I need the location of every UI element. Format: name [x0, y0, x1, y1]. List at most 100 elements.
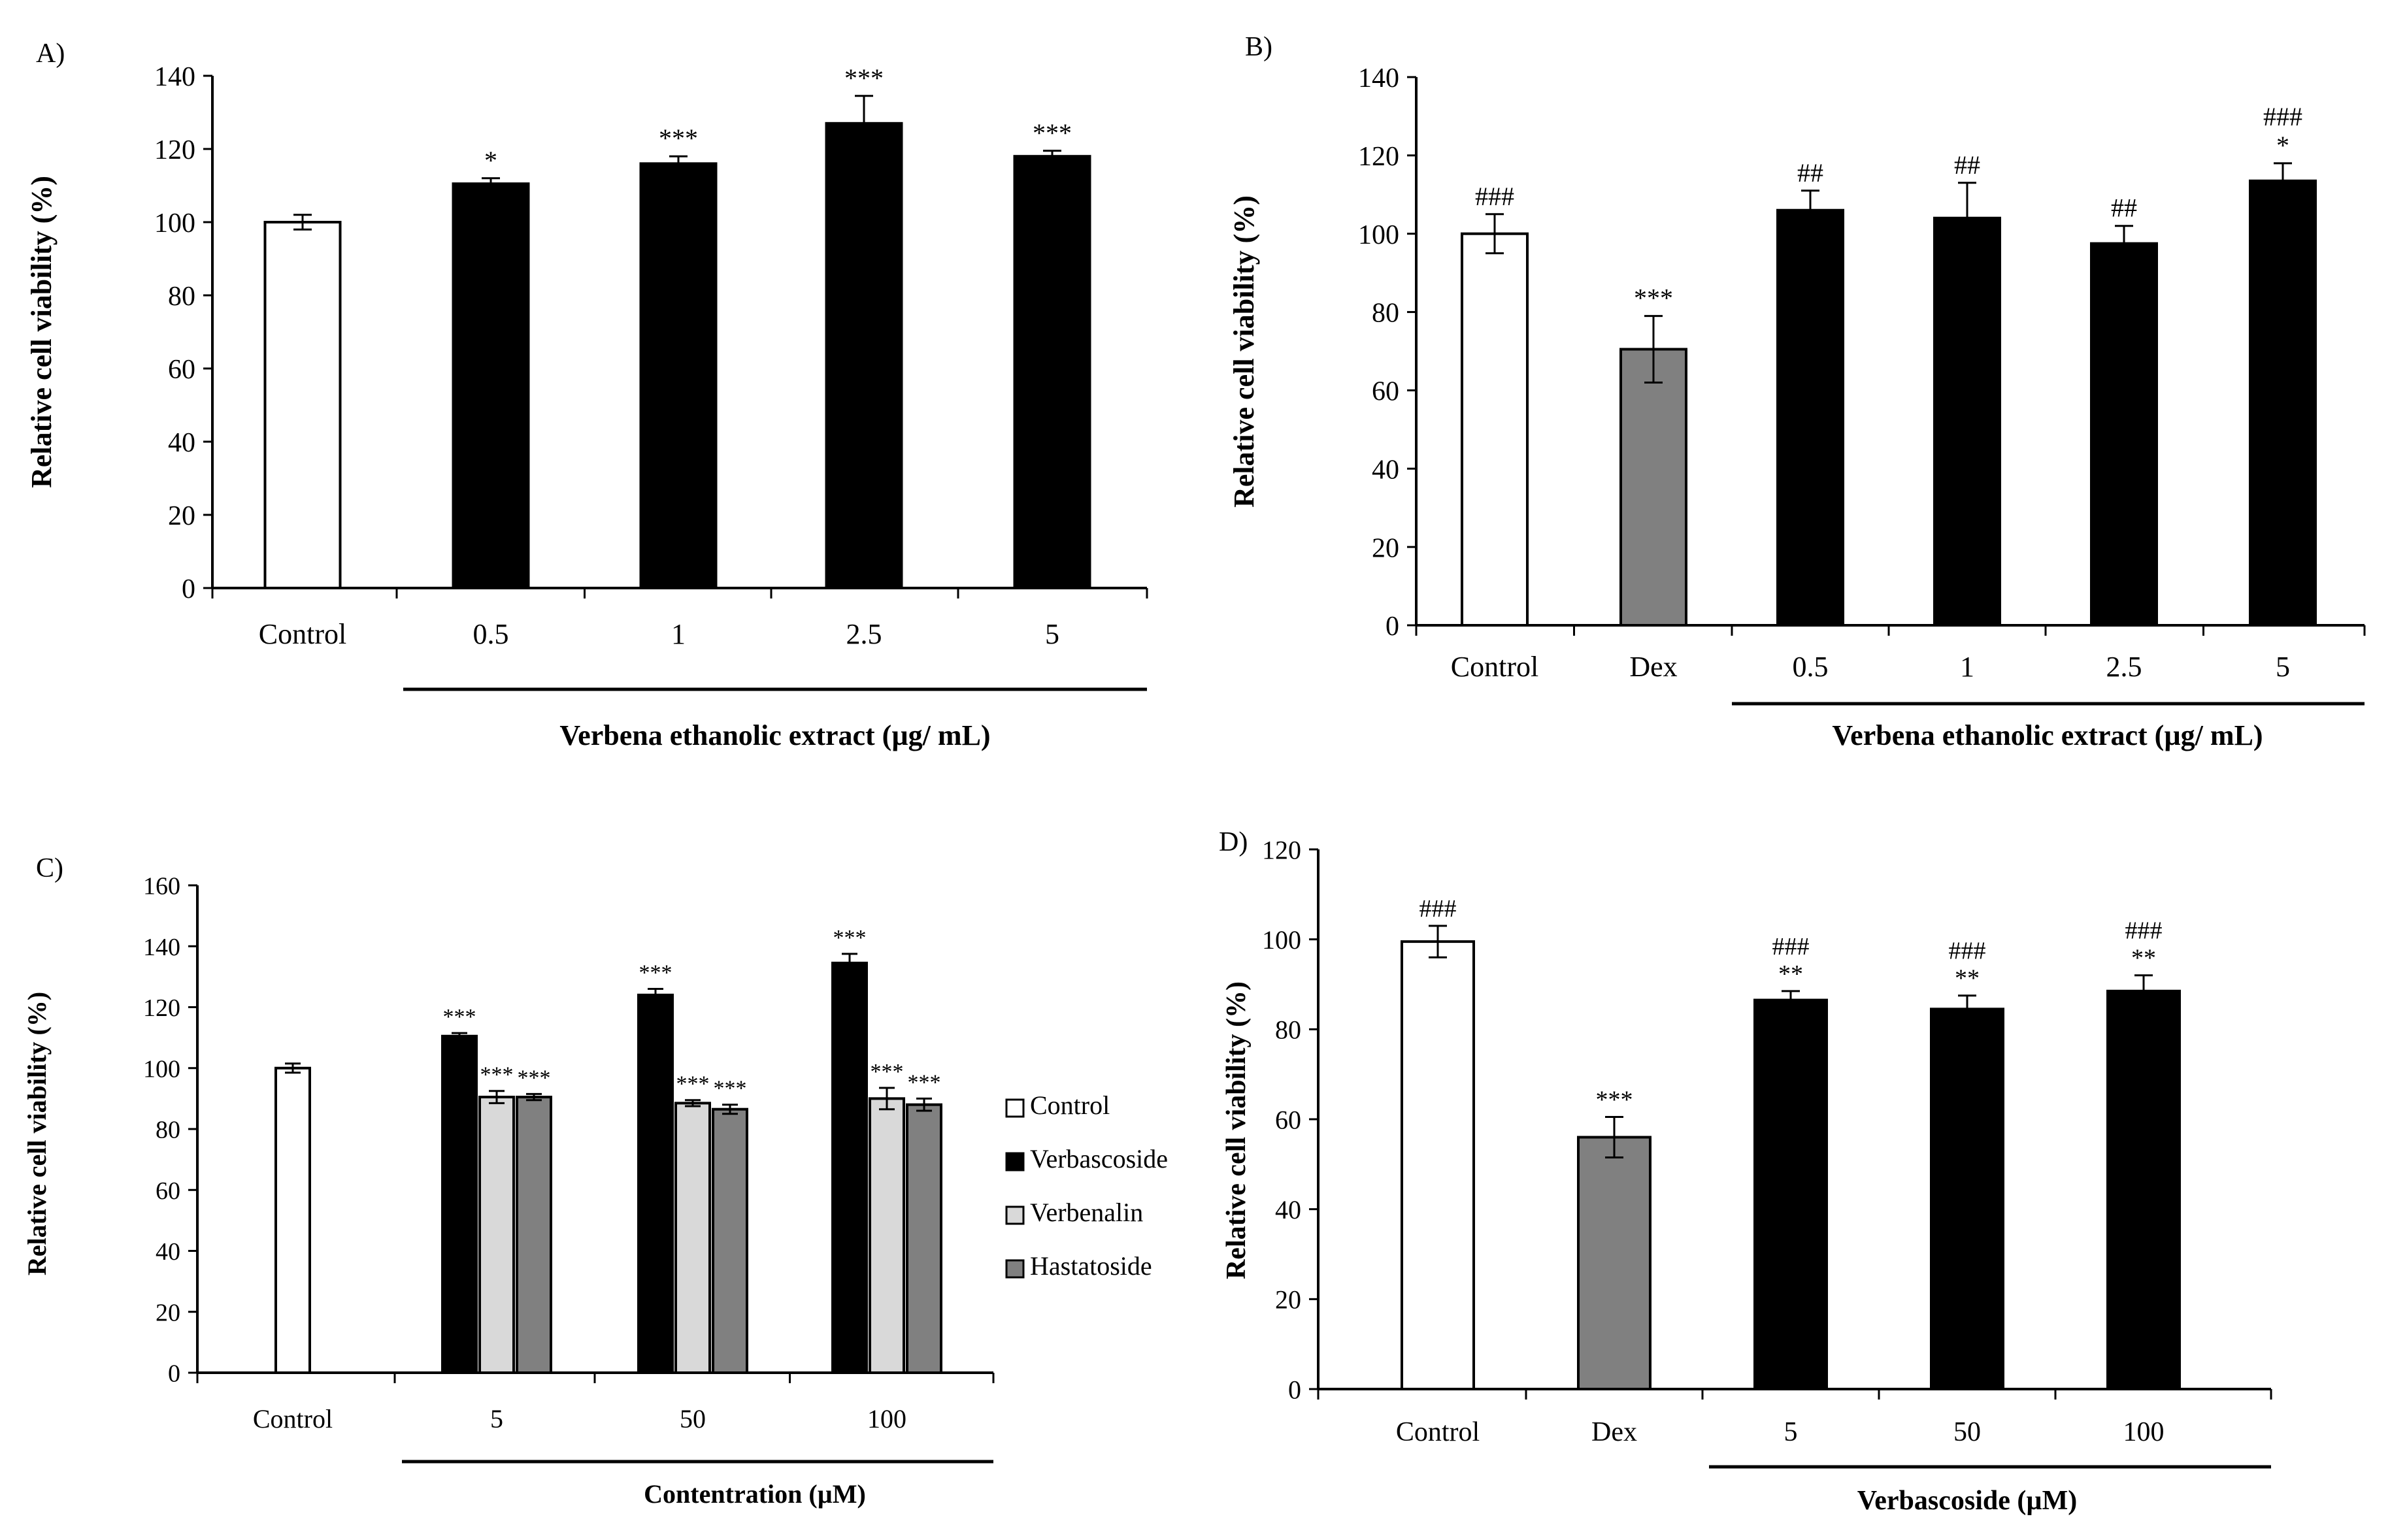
bar: [441, 1034, 478, 1374]
x-category-label: 1: [1960, 651, 1974, 683]
x-category-label: 50: [680, 1404, 706, 1434]
x-axis-label: Verbascoside (µM): [1857, 1486, 2077, 1516]
legend-swatch: [1005, 1152, 1025, 1171]
significance-marker: ***: [714, 1077, 747, 1101]
x-category-label: Dex: [1629, 651, 1677, 683]
y-axis-label: Relative cell viability (%): [1221, 981, 1252, 1279]
y-tick-label: 20: [1275, 1285, 1301, 1315]
bar: [906, 1103, 942, 1374]
x-category-label: 2.5: [2106, 651, 2142, 683]
bar: [2090, 242, 2158, 627]
significance-marker: **: [2131, 945, 2156, 972]
bar: [452, 182, 530, 589]
y-tick-label: 80: [1372, 299, 1399, 329]
y-tick-label: 60: [1372, 377, 1399, 407]
bar: [1461, 232, 1529, 627]
bar: [1013, 155, 1091, 589]
significance-marker: ##: [1797, 158, 1823, 188]
bar: [639, 162, 718, 589]
bar: [1933, 216, 2001, 627]
y-axis-label: Relative cell viability (%): [1228, 195, 1260, 508]
significance-marker: ***: [676, 1072, 710, 1096]
x-category-label: 0.5: [473, 618, 509, 650]
panel-label: D): [1219, 827, 1248, 857]
chart-panel-1: A) 0 20 40 60 80 100 120 140 Relative cell viabil…: [25, 39, 1148, 751]
x-category-label: 2.5: [846, 618, 882, 650]
bar: [825, 122, 903, 590]
significance-marker: ###: [1475, 182, 1514, 211]
y-tick-label: 80: [156, 1117, 180, 1144]
bar: [2106, 989, 2181, 1390]
y-tick-label: 20: [1372, 533, 1399, 563]
y-tick-label: 40: [1372, 455, 1399, 485]
y-tick-label: 0: [1386, 612, 1399, 642]
legend-label: Verbascoside: [1030, 1144, 1168, 1173]
chart-panel-3: C) 0 20 40 60 80 100 120 140 160 Relative cell via…: [22, 853, 1168, 1509]
legend: Control Verbascoside Verbenalin Hastatoside: [1005, 1090, 1168, 1281]
bar: [674, 1102, 711, 1375]
bar: [1619, 348, 1687, 627]
significance-marker: ***: [518, 1066, 551, 1090]
x-category-label: 5: [2276, 651, 2290, 683]
bar: [712, 1107, 748, 1374]
significance-marker: ###: [1949, 938, 1986, 965]
x-category-label: 0.5: [1793, 651, 1829, 683]
bar: [2249, 179, 2317, 627]
bar: [478, 1096, 515, 1374]
panel-label: B): [1245, 32, 1272, 62]
significance-marker: *: [484, 146, 497, 175]
significance-marker: ###: [1772, 933, 1810, 960]
x-category-label: 5: [490, 1404, 503, 1434]
x-category-label: Control: [253, 1404, 333, 1434]
x-axis-label: Contentration (µM): [644, 1479, 866, 1509]
significance-marker: ***: [871, 1060, 904, 1084]
x-axis-label: Verbena ethanolic extract (µg/ mL): [1832, 719, 2263, 751]
significance-marker: ***: [659, 123, 698, 153]
x-category-label: 50: [1953, 1417, 1981, 1447]
x-category-label: Dex: [1591, 1417, 1637, 1447]
y-tick-label: 0: [182, 574, 195, 604]
significance-marker: ###: [1419, 895, 1457, 923]
chart-panel-4: D) 0 20 40 60 80 100 120 Relative cell viability…: [1219, 827, 2272, 1516]
y-tick-label: 60: [1275, 1105, 1301, 1134]
bar: [1577, 1136, 1651, 1390]
significance-marker: ###: [2263, 102, 2302, 131]
bar: [637, 993, 674, 1374]
significance-marker: ###: [2125, 917, 2163, 945]
bar: [831, 961, 868, 1375]
y-tick-label: 40: [1275, 1195, 1301, 1224]
x-category-label: Control: [1396, 1417, 1480, 1447]
x-category-label: 5: [1784, 1417, 1798, 1447]
y-tick-label: 140: [154, 62, 195, 92]
y-tick-label: 140: [1358, 63, 1399, 93]
chart-panel-2: B) 0 20 40 60 80 100 120 140 Relative cell viabil…: [1228, 32, 2366, 751]
bar: [1401, 940, 1475, 1390]
y-tick-label: 0: [1288, 1375, 1301, 1404]
x-category-label: 100: [2123, 1417, 2165, 1447]
significance-marker: ***: [844, 63, 884, 93]
significance-marker: ***: [833, 926, 867, 950]
bar: [274, 1066, 311, 1374]
significance-marker: **: [1778, 960, 1803, 988]
legend-swatch: [1005, 1205, 1025, 1225]
x-category-label: 100: [867, 1404, 906, 1434]
x-category-label: 5: [1045, 618, 1059, 650]
significance-marker: ***: [443, 1005, 476, 1029]
y-axis-label: Relative cell viability (%): [22, 992, 52, 1275]
y-tick-label: 120: [1262, 835, 1301, 864]
significance-marker: *: [2276, 131, 2289, 160]
bar: [1753, 998, 1828, 1390]
bar: [516, 1096, 552, 1374]
legend-label: Control: [1030, 1090, 1110, 1120]
y-tick-label: 120: [154, 135, 195, 165]
y-tick-label: 100: [143, 1055, 180, 1083]
y-tick-label: 20: [156, 1299, 180, 1326]
bar: [869, 1097, 905, 1374]
significance-marker: ***: [1033, 118, 1072, 148]
y-tick-label: 160: [143, 873, 180, 900]
y-tick-label: 40: [168, 428, 195, 458]
significance-marker: ***: [639, 961, 672, 985]
x-category-label: Control: [1451, 651, 1538, 683]
significance-marker: ***: [1634, 284, 1673, 313]
